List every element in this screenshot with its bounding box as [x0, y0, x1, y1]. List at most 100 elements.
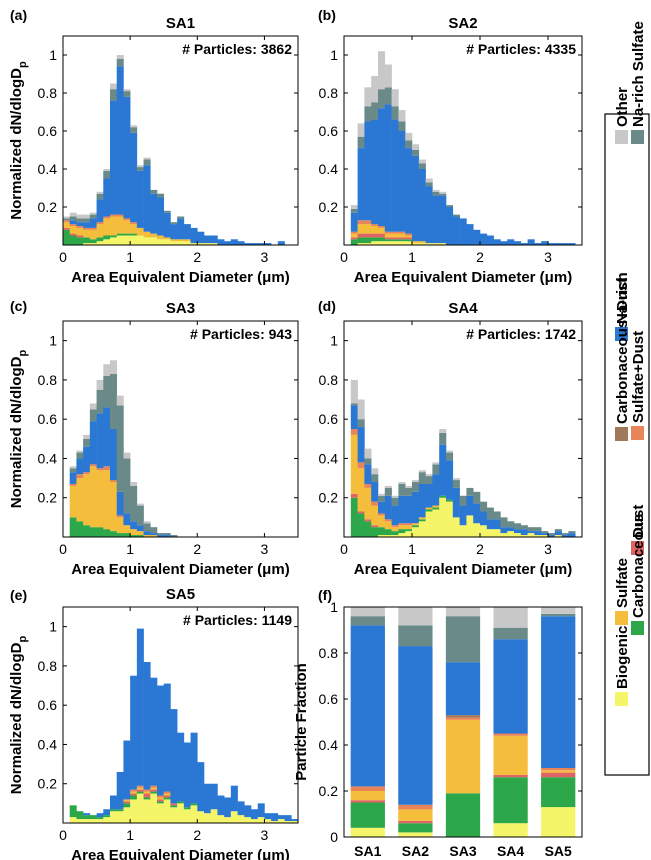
fraction-bar-biogenic — [493, 823, 528, 837]
bar-other — [384, 64, 392, 88]
bar-na-rich — [123, 740, 131, 800]
bar-sulfate — [183, 239, 191, 242]
bar-na-rich — [257, 803, 265, 818]
fraction-bar-sulfate — [350, 791, 385, 801]
bar-sulfate — [398, 233, 406, 238]
y-tick-label: 0.2 — [319, 199, 339, 215]
bar-na-rich — [244, 243, 252, 245]
bar-na-rich — [116, 491, 124, 516]
x-tick-label: 2 — [193, 827, 201, 843]
x-tick-label: 0 — [59, 249, 67, 265]
bar-other — [116, 55, 124, 59]
bar-sulfate — [136, 531, 144, 536]
bar-na-rich — [110, 795, 118, 810]
y-axis-label: Particle Fraction — [293, 663, 310, 781]
bar-biogenic — [116, 235, 124, 245]
bar-carbonaceous — [190, 803, 198, 806]
bar-sulfate — [432, 505, 440, 508]
bar-na-rich — [291, 819, 299, 822]
y-tick-label: 1 — [330, 47, 338, 63]
bar-na-rich-sulfate — [378, 89, 386, 109]
bar-carbonaceous — [418, 519, 426, 522]
bar-na-rich — [541, 241, 549, 245]
bar-na-rich-sulfate — [384, 87, 392, 105]
bar-dust — [157, 799, 165, 802]
bar-biogenic — [177, 803, 185, 823]
bar-na-rich — [452, 487, 460, 518]
bar-na-rich-sulfate — [534, 527, 542, 532]
y-tick-label: 0.6 — [38, 697, 58, 713]
bar-na-rich — [96, 199, 104, 223]
bar-sulfate-dust — [103, 466, 111, 471]
bar-sulfate — [357, 468, 365, 512]
bar-dust — [123, 801, 131, 804]
fraction-bar-carbonaceous — [398, 823, 433, 833]
bar-na-rich — [446, 460, 454, 500]
bar-na-rich — [500, 527, 508, 534]
bar-sulfate-dust — [116, 515, 124, 518]
bar-sulfate — [103, 470, 111, 530]
bar-biogenic — [177, 241, 185, 245]
bar-na-rich-sulfate — [357, 419, 365, 428]
bar-na-rich — [507, 527, 515, 532]
bar-na-rich — [541, 533, 549, 536]
bar-sulfate-dust — [357, 220, 365, 225]
bar-sulfate — [163, 793, 171, 796]
bar-na-rich — [69, 472, 77, 484]
bar-dust — [371, 525, 379, 528]
bar-na-rich — [251, 809, 259, 820]
bar-carbonaceous — [103, 529, 111, 537]
legend-swatch-carbonaceous — [631, 621, 644, 635]
bar-na-rich-sulfate — [486, 507, 494, 520]
bar-na-rich-sulfate — [514, 523, 522, 530]
bar-biogenic — [500, 533, 508, 537]
bar-biogenic — [459, 525, 467, 537]
bar-carbonaceous — [412, 525, 420, 528]
bar-carbonaceous — [69, 235, 77, 245]
bar-na-rich-sulfate — [548, 533, 556, 536]
bar-biogenic — [183, 241, 191, 245]
particle-count: # Particles: 3862 — [182, 41, 292, 57]
bar-biogenic — [210, 809, 218, 823]
y-tick-label: 0.4 — [319, 737, 339, 753]
bar-carbonaceous — [391, 531, 399, 536]
x-tick-label: 1 — [408, 249, 416, 265]
particle-count: # Particles: 1149 — [183, 612, 292, 628]
bar-na-rich-sulfate — [89, 409, 97, 422]
bar-na-rich — [136, 170, 144, 228]
bar-biogenic — [204, 813, 212, 823]
bar-other — [371, 468, 379, 475]
bar-na-rich — [163, 535, 171, 537]
bar-sulfate — [83, 474, 91, 526]
bar-na-rich-sulfate — [170, 222, 178, 225]
fraction-bar-sulfate-dust — [541, 768, 576, 771]
bar-other — [405, 132, 413, 141]
bar-biogenic — [83, 243, 91, 245]
category-label: SA5 — [545, 843, 572, 859]
bar-other — [418, 470, 426, 473]
x-tick-label: 1 — [408, 541, 416, 557]
panel-label: (c) — [10, 298, 27, 314]
bar-na-rich-sulfate — [439, 193, 447, 196]
bar-sulfate — [110, 482, 118, 532]
bar-dust — [130, 793, 138, 796]
bar-sulfate — [136, 787, 144, 790]
bar-carbonaceous — [170, 805, 178, 808]
bar-na-rich — [398, 495, 406, 524]
bar-na-rich — [237, 801, 245, 816]
bar-na-rich — [116, 771, 124, 810]
x-tick-label: 0 — [340, 541, 348, 557]
plot-frame — [343, 320, 583, 538]
panel-label: (e) — [10, 587, 27, 603]
bar-na-rich — [405, 495, 413, 524]
bar-na-rich — [446, 207, 454, 245]
bar-na-rich — [130, 132, 138, 223]
bar-other — [425, 474, 433, 477]
legend-label-na-rich-sulfate: Na-rich Sulfate — [630, 21, 647, 127]
plot-frame — [62, 606, 299, 824]
bar-sulfate — [96, 470, 104, 528]
fraction-bar-sulfate-dust — [350, 786, 385, 791]
legend-label-biogenic: Biogenic — [614, 626, 631, 689]
bar-biogenic — [412, 527, 420, 537]
bar-na-rich-sulfate — [89, 214, 97, 219]
